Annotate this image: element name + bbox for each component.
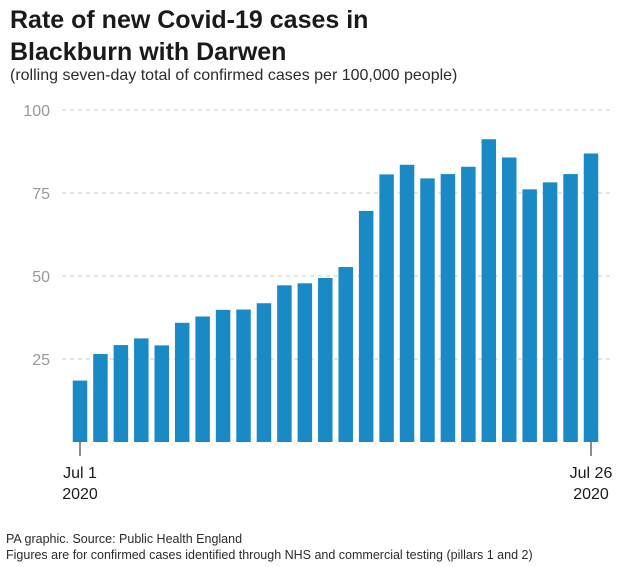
x-tick-label-1: Jul 1 (63, 465, 97, 482)
chart-subtitle: (rolling seven-day total of confirmed ca… (10, 67, 458, 84)
bar-19 (440, 174, 456, 443)
bar-4 (134, 338, 149, 442)
bar-17 (399, 164, 415, 442)
bar-16 (379, 174, 394, 442)
bar-5 (154, 345, 170, 442)
chart-title-line2: Blackburn with Darwen (10, 38, 287, 66)
bar-25 (563, 174, 578, 443)
bar-13 (318, 277, 333, 442)
bar-9 (236, 309, 251, 442)
bar-2 (93, 354, 108, 442)
x-tick-year-1: 2020 (62, 486, 98, 503)
bar-24 (542, 182, 558, 442)
bar-8 (215, 309, 231, 442)
bar-21 (481, 139, 497, 442)
bar-20 (461, 166, 476, 442)
x-tick-year-26: 2020 (573, 486, 609, 503)
bar-12 (297, 283, 313, 442)
chart-title-line1: Rate of new Covid-19 cases in (10, 6, 369, 34)
bar-14 (338, 267, 353, 442)
source-note: PA graphic. Source: Public Health Englan… (6, 532, 243, 546)
bar-1 (72, 380, 88, 442)
bar-23 (522, 189, 537, 442)
chart-title: Rate of new Covid-19 cases in Blackburn … (10, 4, 630, 68)
bar-7 (195, 316, 210, 442)
bar-3 (113, 345, 129, 442)
bar-11 (277, 285, 292, 442)
footnote: Figures are for confirmed cases identifi… (6, 548, 533, 562)
bar-15 (358, 210, 374, 442)
x-tick-label-26: Jul 26 (570, 465, 613, 482)
bar-22 (501, 157, 517, 442)
bar-chart: 25 50 75 100 Jul 1 2020 Jul 26 2020 (23, 103, 613, 503)
y-tick-label-100: 100 (23, 103, 50, 120)
bar-26 (583, 153, 599, 442)
bar-6 (174, 322, 190, 442)
bar-18 (420, 178, 435, 442)
y-tick-label-50: 50 (32, 269, 50, 286)
y-tick-label-75: 75 (32, 186, 50, 203)
bar-10 (256, 303, 272, 442)
y-tick-label-25: 25 (32, 352, 50, 369)
